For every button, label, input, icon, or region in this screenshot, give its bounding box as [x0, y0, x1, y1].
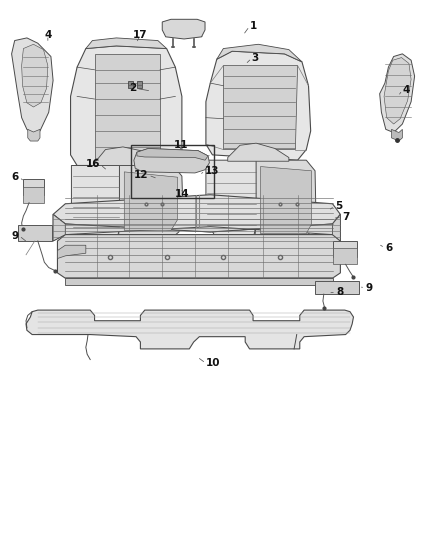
Text: 14: 14 [175, 189, 189, 199]
Polygon shape [57, 245, 86, 259]
Polygon shape [392, 130, 403, 141]
Polygon shape [137, 82, 142, 88]
Text: 4: 4 [44, 30, 52, 41]
Polygon shape [217, 44, 302, 62]
Polygon shape [137, 149, 208, 160]
Polygon shape [128, 82, 134, 88]
Polygon shape [26, 310, 353, 349]
Polygon shape [332, 214, 340, 241]
Polygon shape [12, 38, 53, 134]
Text: 7: 7 [342, 212, 350, 222]
Text: 3: 3 [252, 53, 259, 63]
Polygon shape [384, 58, 411, 124]
Text: 13: 13 [205, 166, 219, 176]
Polygon shape [18, 225, 52, 241]
Polygon shape [223, 66, 297, 150]
Polygon shape [95, 147, 155, 165]
Polygon shape [332, 248, 357, 264]
Polygon shape [380, 54, 415, 133]
Polygon shape [86, 38, 166, 49]
Text: 9: 9 [365, 283, 372, 293]
Polygon shape [254, 160, 316, 243]
Polygon shape [315, 281, 359, 294]
Text: 12: 12 [134, 170, 148, 180]
Polygon shape [206, 51, 311, 160]
Polygon shape [53, 195, 340, 232]
Text: 4: 4 [403, 85, 410, 95]
Polygon shape [332, 241, 357, 257]
Polygon shape [71, 165, 121, 243]
Text: 6: 6 [12, 172, 19, 182]
Polygon shape [53, 214, 340, 241]
Polygon shape [28, 130, 40, 141]
Text: 17: 17 [133, 30, 148, 41]
Polygon shape [95, 54, 160, 160]
Text: 9: 9 [12, 231, 19, 241]
Polygon shape [134, 149, 209, 173]
Text: 16: 16 [86, 159, 100, 169]
Polygon shape [21, 44, 48, 107]
Polygon shape [53, 214, 65, 241]
Polygon shape [162, 19, 205, 39]
Polygon shape [71, 46, 182, 165]
Polygon shape [57, 235, 340, 278]
Text: 11: 11 [174, 140, 188, 150]
Polygon shape [261, 166, 311, 233]
Polygon shape [65, 278, 332, 285]
Text: 10: 10 [206, 358, 220, 368]
Polygon shape [118, 165, 183, 243]
Polygon shape [124, 172, 177, 230]
Text: 1: 1 [250, 21, 257, 31]
Polygon shape [228, 143, 289, 161]
Text: 8: 8 [336, 287, 343, 297]
Polygon shape [23, 179, 44, 195]
Polygon shape [206, 160, 258, 243]
Polygon shape [23, 187, 44, 203]
Text: 6: 6 [385, 243, 392, 253]
Text: 5: 5 [335, 201, 342, 211]
Text: 2: 2 [129, 83, 136, 93]
